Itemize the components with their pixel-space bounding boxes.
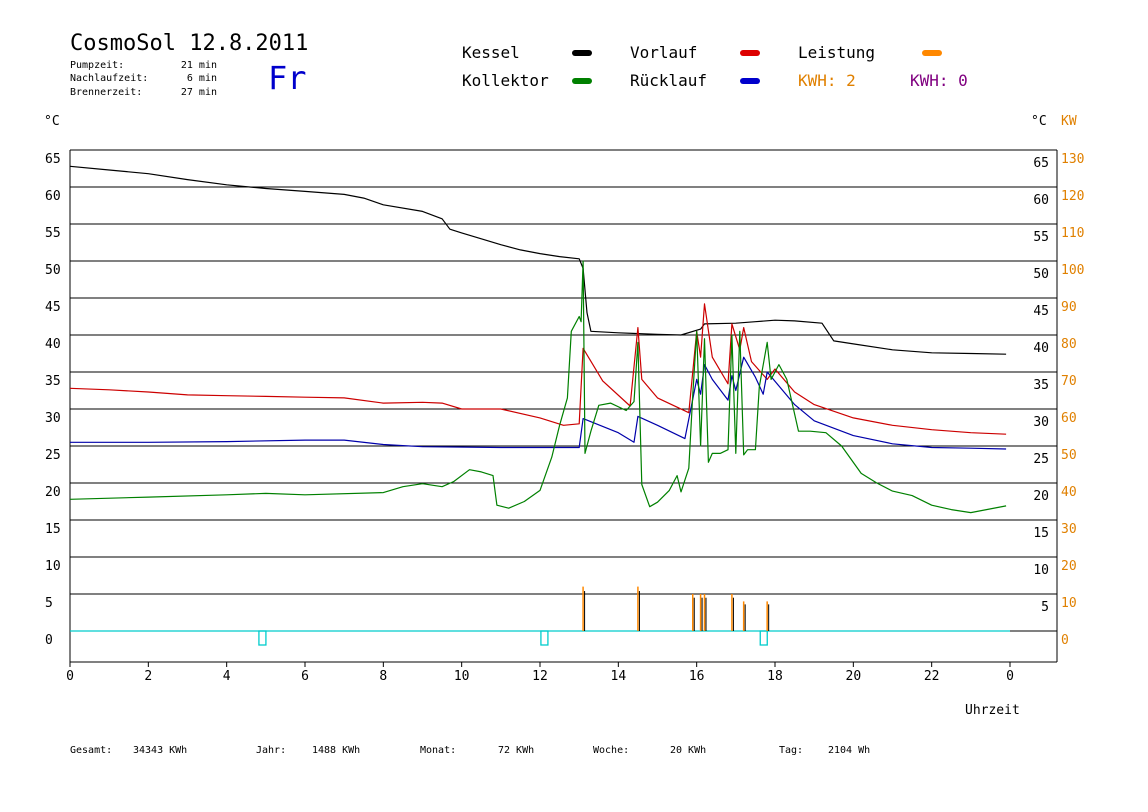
y-tick-label: 60 bbox=[45, 189, 61, 204]
y-right-tick-label: 45 bbox=[1033, 304, 1049, 319]
legend-kessel: Kessel bbox=[462, 43, 520, 62]
kwh-solar: KWH: 2 bbox=[798, 71, 856, 90]
y-axis-unit-left: °C bbox=[44, 114, 60, 129]
y-right-tick-label: 15 bbox=[1033, 526, 1049, 541]
month-value: 72 KWh bbox=[498, 745, 534, 756]
pump-pulse bbox=[759, 630, 768, 646]
kw-tick-label: 60 bbox=[1061, 411, 1077, 426]
kw-tick-label: 40 bbox=[1061, 485, 1077, 500]
y-right-tick-label: 5 bbox=[1041, 600, 1049, 615]
y-tick-label: 5 bbox=[45, 596, 53, 611]
y-tick-label: 65 bbox=[45, 152, 61, 167]
y-right-tick-label: 50 bbox=[1033, 267, 1049, 282]
year-value: 1488 KWh bbox=[312, 745, 360, 756]
x-tick-label: 22 bbox=[924, 669, 940, 684]
series-vorlauf bbox=[69, 303, 1007, 435]
y-tick-label: 40 bbox=[45, 337, 61, 352]
kw-tick-label: 50 bbox=[1061, 448, 1077, 463]
year-label: Jahr: bbox=[256, 745, 286, 756]
axis-ticks: 0510152025303540455055606551015202530354… bbox=[45, 152, 1084, 684]
y-tick-label: 45 bbox=[45, 300, 61, 315]
x-tick-label: 0 bbox=[1006, 669, 1014, 684]
y-tick-label: 15 bbox=[45, 522, 61, 537]
pump-pulse bbox=[540, 630, 549, 646]
y-right-tick-label: 60 bbox=[1033, 193, 1049, 208]
kw-tick-label: 90 bbox=[1061, 300, 1077, 315]
x-tick-label: 14 bbox=[611, 669, 627, 684]
x-tick-label: 16 bbox=[689, 669, 705, 684]
kw-tick-label: 0 bbox=[1061, 633, 1069, 648]
series-kollektor bbox=[69, 260, 1007, 514]
month-label: Monat: bbox=[420, 745, 456, 756]
series-ruecklauf bbox=[70, 356, 1007, 450]
weekday-label: Fr bbox=[268, 59, 307, 97]
run-on-time-label: Nachlaufzeit: bbox=[70, 73, 148, 84]
x-tick-label: 2 bbox=[144, 669, 152, 684]
kw-tick-label: 30 bbox=[1061, 522, 1077, 537]
run-on-time-value: 6 min bbox=[187, 73, 217, 84]
chart-title: CosmoSol 12.8.2011 bbox=[70, 31, 308, 56]
y-right-tick-label: 20 bbox=[1033, 489, 1049, 504]
burner-time-value: 27 min bbox=[181, 87, 217, 98]
y-tick-label: 50 bbox=[45, 263, 61, 278]
series-kessel bbox=[69, 165, 1007, 355]
kw-tick-label: 20 bbox=[1061, 559, 1077, 574]
kw-tick-label: 110 bbox=[1061, 226, 1084, 241]
x-tick-label: 0 bbox=[66, 669, 74, 684]
y-right-tick-label: 10 bbox=[1033, 563, 1049, 578]
x-tick-label: 8 bbox=[379, 669, 387, 684]
y-right-tick-label: 30 bbox=[1033, 415, 1049, 430]
pump-time-label: Pumpzeit: bbox=[70, 60, 124, 71]
total-label: Gesamt: bbox=[70, 745, 112, 756]
y-tick-label: 25 bbox=[45, 448, 61, 463]
legend-ruecklauf: Rücklauf bbox=[630, 71, 707, 90]
y-tick-label: 20 bbox=[45, 485, 61, 500]
x-tick-label: 18 bbox=[767, 669, 783, 684]
x-tick-label: 20 bbox=[846, 669, 862, 684]
total-value: 34343 KWh bbox=[133, 745, 187, 756]
info-block: Pumpzeit: 21 min Nachlaufzeit: 6 min Bre… bbox=[70, 60, 217, 98]
x-tick-label: 10 bbox=[454, 669, 470, 684]
y-tick-label: 10 bbox=[45, 559, 61, 574]
legend-leistung: Leistung bbox=[798, 43, 875, 62]
y-tick-label: 0 bbox=[45, 633, 53, 648]
kwh-other: KWH: 0 bbox=[910, 71, 968, 90]
week-label: Woche: bbox=[593, 745, 629, 756]
data-series bbox=[69, 165, 1010, 646]
y-tick-label: 55 bbox=[45, 226, 61, 241]
kw-tick-label: 120 bbox=[1061, 189, 1084, 204]
kw-tick-label: 100 bbox=[1061, 263, 1084, 278]
footer-totals: Gesamt: 34343 KWh Jahr: 1488 KWh Monat: … bbox=[70, 745, 870, 756]
y-tick-label: 30 bbox=[45, 411, 61, 426]
legend-kollektor: Kollektor bbox=[462, 71, 549, 90]
x-tick-label: 6 bbox=[301, 669, 309, 684]
kw-tick-label: 130 bbox=[1061, 152, 1084, 167]
x-tick-label: 4 bbox=[223, 669, 231, 684]
kw-tick-label: 70 bbox=[1061, 374, 1077, 389]
x-axis-label: Uhrzeit bbox=[965, 703, 1020, 718]
y-right-tick-label: 40 bbox=[1033, 341, 1049, 356]
x-tick-label: 12 bbox=[532, 669, 548, 684]
pump-pulse bbox=[258, 630, 267, 646]
day-value: 2104 Wh bbox=[828, 745, 870, 756]
legend: Kessel Vorlauf Leistung Kollektor Rückla… bbox=[462, 43, 968, 90]
y-axis-unit-right: °C bbox=[1031, 114, 1047, 129]
y-tick-label: 35 bbox=[45, 374, 61, 389]
y-right-tick-label: 25 bbox=[1033, 452, 1049, 467]
week-value: 20 KWh bbox=[670, 745, 706, 756]
y-right-tick-label: 55 bbox=[1033, 230, 1049, 245]
y-axis-unit-power: KW bbox=[1061, 114, 1077, 129]
burner-time-label: Brennerzeit: bbox=[70, 87, 142, 98]
kw-tick-label: 80 bbox=[1061, 337, 1077, 352]
day-label: Tag: bbox=[779, 745, 803, 756]
y-right-tick-label: 35 bbox=[1033, 378, 1049, 393]
kw-tick-label: 10 bbox=[1061, 596, 1077, 611]
gridlines bbox=[69, 149, 1058, 663]
y-right-tick-label: 65 bbox=[1033, 156, 1049, 171]
pump-time-value: 21 min bbox=[181, 60, 217, 71]
legend-vorlauf: Vorlauf bbox=[630, 43, 697, 62]
